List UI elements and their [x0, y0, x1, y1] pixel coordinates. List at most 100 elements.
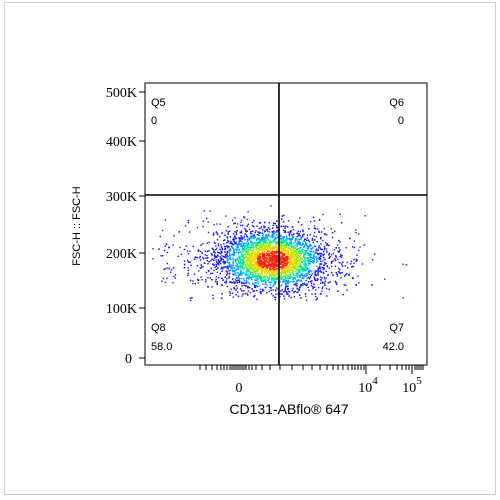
data-point: [311, 256, 313, 259]
data-point: [304, 258, 307, 260]
data-point: [252, 268, 255, 271]
data-point: [308, 278, 311, 280]
data-point: [327, 282, 330, 284]
data-point: [232, 261, 234, 263]
data-point: [231, 292, 234, 294]
data-point: [325, 244, 328, 246]
data-point: [321, 248, 323, 251]
data-point: [284, 264, 286, 267]
data-point: [280, 276, 282, 279]
data-point: [203, 210, 205, 212]
data-point: [216, 261, 218, 263]
data-point: [276, 250, 279, 253]
data-point: [298, 233, 300, 235]
data-point: [239, 277, 241, 280]
data-point: [297, 270, 300, 272]
data-point: [286, 277, 288, 279]
data-point: [237, 271, 239, 274]
data-point: [246, 245, 248, 247]
data-point: [289, 238, 291, 240]
data-point: [299, 231, 301, 233]
data-point: [251, 235, 253, 237]
data-point: [257, 270, 259, 272]
data-point: [284, 281, 287, 283]
data-point: [257, 258, 259, 261]
data-point: [280, 225, 282, 228]
data-point: [266, 228, 268, 231]
data-point: [245, 277, 248, 280]
data-point: [317, 273, 319, 275]
data-point: [293, 291, 295, 294]
data-point: [263, 261, 265, 263]
data-point: [273, 222, 275, 224]
data-point: [288, 235, 291, 238]
data-point: [273, 284, 275, 286]
data-point: [224, 256, 227, 259]
data-point: [296, 283, 298, 285]
data-point: [287, 268, 289, 270]
data-point: [170, 269, 173, 271]
data-point: [210, 267, 212, 270]
data-point: [223, 239, 225, 242]
data-point: [262, 246, 264, 248]
data-point: [253, 219, 255, 222]
data-point: [246, 218, 248, 221]
data-point: [260, 263, 262, 265]
data-point: [322, 240, 324, 242]
data-point: [264, 242, 266, 244]
data-point: [316, 251, 318, 254]
data-point: [269, 259, 272, 261]
data-point: [247, 254, 250, 256]
data-point: [243, 290, 245, 292]
data-point: [264, 261, 266, 264]
data-point: [226, 266, 229, 268]
data-point: [258, 273, 260, 275]
data-point: [235, 231, 237, 234]
data-point: [320, 258, 322, 260]
data-point: [258, 238, 260, 240]
quadrant-q6-value: 0: [398, 115, 404, 127]
data-point: [285, 259, 287, 262]
data-point: [272, 285, 274, 288]
data-point: [296, 256, 298, 259]
data-point: [279, 263, 281, 265]
data-point: [251, 255, 254, 257]
data-point: [240, 235, 242, 237]
data-point: [309, 280, 312, 283]
data-point: [291, 226, 293, 228]
data-point: [161, 255, 164, 257]
data-point: [296, 253, 298, 255]
data-point: [282, 264, 284, 266]
data-point: [273, 278, 276, 280]
data-point: [262, 256, 264, 259]
data-point: [256, 272, 259, 275]
data-point: [321, 286, 324, 288]
data-point: [285, 235, 288, 237]
data-point: [330, 254, 333, 256]
data-point: [291, 289, 293, 292]
data-point: [238, 237, 240, 239]
data-point: [227, 265, 229, 267]
data-point: [283, 275, 285, 277]
data-point: [274, 242, 277, 244]
data-point: [240, 255, 242, 258]
data-point: [261, 263, 263, 266]
data-point: [249, 249, 251, 251]
data-point: [283, 267, 285, 269]
y-tick-label-500k: 500K: [106, 86, 137, 101]
data-point: [213, 257, 216, 260]
data-point: [226, 260, 228, 262]
data-point: [228, 281, 231, 283]
data-point: [268, 262, 271, 264]
data-point: [255, 276, 257, 278]
data-point: [243, 279, 245, 282]
data-point: [300, 266, 303, 268]
data-point: [295, 267, 298, 269]
data-point: [265, 270, 267, 272]
data-point: [235, 248, 237, 250]
data-point: [243, 216, 245, 218]
data-point: [250, 254, 252, 257]
data-point: [302, 242, 304, 244]
data-point: [236, 243, 238, 245]
data-point: [289, 241, 292, 243]
